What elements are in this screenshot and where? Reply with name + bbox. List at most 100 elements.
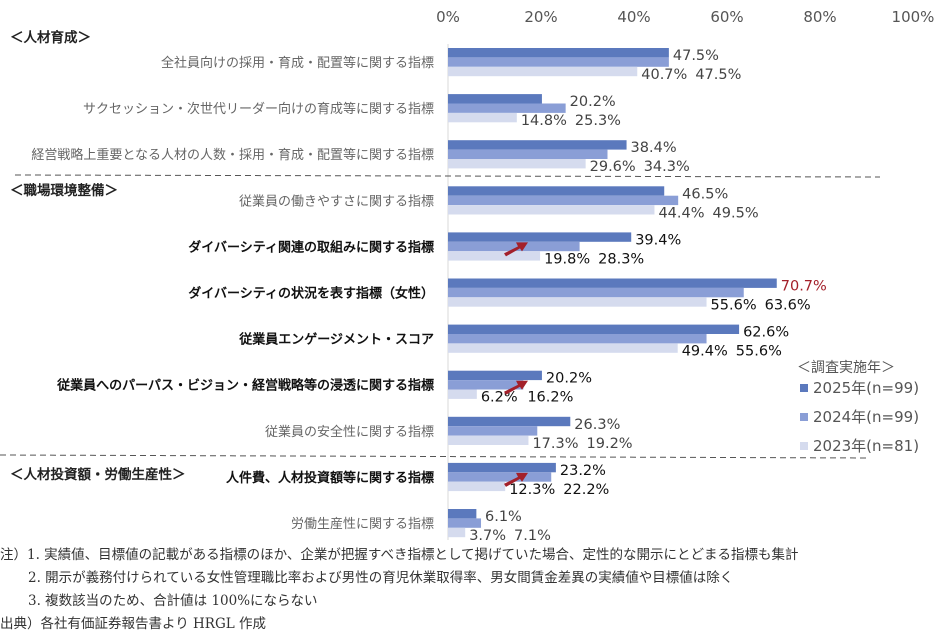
legend-title: ＜調査実施年＞	[797, 360, 895, 376]
x-tick-label: 80%	[803, 8, 836, 26]
category-label: 従業員エンゲージメント・スコア	[238, 332, 434, 348]
legend-label: 2025年(n=99)	[813, 379, 919, 397]
bar-2023	[448, 435, 529, 445]
value-label: 46.5%	[682, 186, 728, 202]
bar-2024	[448, 287, 744, 298]
value-label: 47.5%	[695, 67, 741, 83]
bar-2025	[448, 140, 627, 150]
legend-swatch	[800, 384, 808, 392]
value-label: 6.1%	[485, 509, 522, 525]
category-label: 従業員の働きやすさに関する指標	[239, 193, 434, 209]
bar-2024	[448, 518, 482, 528]
bar-2024	[448, 149, 608, 159]
legend-swatch	[800, 413, 808, 421]
trend-up-arrow-icon	[504, 472, 528, 487]
value-label: 20.2%	[570, 94, 616, 110]
value-label: 40.7%	[641, 67, 687, 83]
category-label: 全社員向けの採用・育成・配置等に関する指標	[161, 55, 434, 71]
value-label: 26.3%	[574, 417, 620, 433]
bar-2024	[448, 380, 524, 390]
value-label: 62.6%	[743, 325, 789, 341]
x-tick-label: 20%	[524, 8, 557, 26]
bar-2023	[448, 343, 678, 353]
category-label: 労働生産性に関する指標	[291, 516, 434, 532]
legend-swatch	[800, 442, 808, 450]
bar-2023	[448, 527, 466, 538]
footnotes: 注）1. 実績値、目標値の記載がある指標のほか、企業が把握すべき指標として掲げて…	[0, 544, 799, 636]
value-label: 19.8%	[544, 251, 590, 267]
value-label: 7.1%	[514, 528, 551, 544]
value-label: 47.5%	[673, 48, 719, 64]
value-label: 55.6%	[736, 344, 782, 360]
bar-2023	[448, 205, 655, 215]
bar-2024	[448, 57, 669, 67]
trend-up-arrow-icon	[504, 242, 528, 257]
category-label: ダイバーシティ関連の取組みに関する指標	[188, 239, 434, 255]
bar-2025	[448, 232, 632, 242]
value-label: 3.7%	[469, 528, 506, 544]
category-label: 従業員へのパーパス・ビジョン・経営戦略等の浸透に関する指標	[56, 378, 434, 394]
bar-2023	[448, 112, 517, 123]
value-label: 22.2%	[563, 482, 609, 498]
bar-2024	[448, 426, 538, 436]
value-label: 23.2%	[560, 463, 606, 479]
value-label: 19.2%	[587, 436, 633, 452]
bar-2025	[448, 94, 542, 104]
value-label: 12.3%	[509, 482, 555, 498]
value-label: 25.3%	[575, 113, 621, 129]
group-label: ＜人材育成＞	[10, 29, 91, 46]
bar-chart: 0% 20% 40% 60% 80% 100% ＜人材育成＞ ＜職場環境整備＞ ＜人材投資額・労…	[0, 8, 934, 544]
category-label: サクセッション・次世代リーダー向けの育成等に関する指標	[83, 101, 434, 117]
bar-2025	[448, 278, 777, 288]
bar-2024	[448, 103, 566, 113]
category-label: 経営戦略上重要となる人材の人数・採用・育成・配置等に関する指標	[31, 147, 434, 163]
value-label: 20.2%	[546, 371, 592, 387]
legend-label: 2024年(n=99)	[813, 408, 919, 426]
bar-2023	[448, 159, 586, 169]
x-tick-label: 0%	[436, 8, 460, 26]
note-2: 2. 開示が義務付けられている女性管理職比率および男性の育児休業取得率、男女間賃…	[28, 570, 734, 586]
value-label: 17.3%	[532, 436, 578, 452]
value-label: 49.4%	[682, 344, 728, 360]
note-1: 注）1. 実績値、目標値の記載がある指標のほか、企業が把握すべき指標として掲げて…	[0, 547, 799, 563]
value-label: 70.7%	[781, 279, 827, 295]
category-label: 従業員の安全性に関する指標	[265, 424, 434, 440]
bar-2025	[448, 48, 669, 58]
bar-2023	[448, 297, 707, 307]
value-label: 38.4%	[631, 140, 677, 156]
bar-2025	[448, 416, 571, 427]
bar-2024	[448, 241, 580, 252]
category-label: ダイバーシティの状況を表す指標（女性）	[188, 286, 434, 302]
legend-label: 2023年(n=81)	[813, 437, 919, 455]
x-tick-label: 40%	[617, 8, 650, 26]
trend-up-arrow-icon	[504, 380, 528, 395]
group-divider	[14, 174, 881, 178]
bar-2025	[448, 186, 665, 196]
bar-2023	[448, 481, 506, 492]
bar-2023	[448, 389, 477, 399]
value-label: 29.6%	[590, 159, 636, 175]
value-label: 44.4%	[658, 205, 704, 221]
value-label: 6.2%	[481, 390, 518, 406]
bar-2023	[448, 251, 541, 261]
value-label: 49.5%	[713, 205, 759, 221]
value-label: 16.2%	[527, 390, 573, 406]
value-label: 63.6%	[765, 298, 811, 314]
value-label: 39.4%	[635, 232, 681, 248]
note-3: 3. 複数該当のため、合計値は 100%にならない	[28, 593, 318, 609]
value-label: 34.3%	[644, 159, 690, 175]
bar-2024	[448, 472, 552, 482]
value-label: 28.3%	[598, 251, 644, 267]
category-label: 人件費、人材投資額等に関する指標	[226, 470, 434, 486]
bar-2025	[448, 324, 740, 334]
bar-2024	[448, 195, 679, 206]
bar-2025	[448, 370, 542, 381]
source-note: 出典）各社有価証券報告書より HRGL 作成	[0, 616, 266, 632]
bar-2025	[448, 509, 477, 519]
value-label: 55.6%	[711, 298, 757, 314]
bar-2025	[448, 462, 556, 473]
value-label: 14.8%	[521, 113, 567, 129]
group-divider	[0, 454, 871, 459]
group-label: ＜職場環境整備＞	[10, 182, 118, 199]
group-label: ＜人材投資額・労働生産性＞	[10, 466, 186, 483]
